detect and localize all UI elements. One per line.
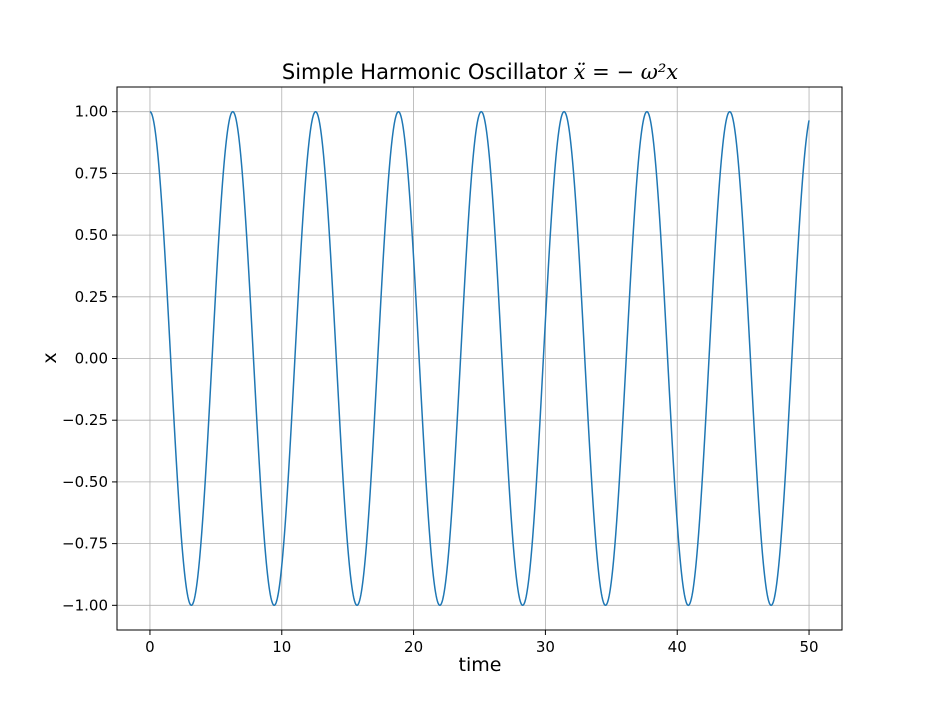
grid-lines bbox=[117, 87, 842, 630]
y-tick-label: −0.25 bbox=[62, 411, 108, 429]
y-tick-label: −0.50 bbox=[62, 473, 108, 491]
y-tick-label: 0.00 bbox=[75, 350, 108, 368]
y-tick-label: −1.00 bbox=[62, 596, 108, 614]
chart-title: Simple Harmonic Oscillator ẍ = − ω²x bbox=[282, 60, 678, 84]
y-tick-label: −0.75 bbox=[62, 535, 108, 553]
y-tick-label: 0.50 bbox=[75, 226, 108, 244]
chart-title-equation: ẍ = − ω²x bbox=[574, 60, 679, 84]
y-tick-label: 0.25 bbox=[75, 288, 108, 306]
x-tick-label: 30 bbox=[536, 638, 555, 656]
x-axis-label: time bbox=[459, 654, 502, 676]
series-layer bbox=[149, 110, 810, 607]
chart-title-text: Simple Harmonic Oscillator bbox=[282, 60, 574, 84]
x-tick-label: 0 bbox=[145, 638, 155, 656]
x-tick-label: 40 bbox=[668, 638, 687, 656]
y-tick-label: 0.75 bbox=[75, 164, 108, 182]
y-tick-label: 1.00 bbox=[75, 103, 108, 121]
x-tick-label: 20 bbox=[404, 638, 423, 656]
series-line bbox=[149, 110, 810, 607]
tick-marks bbox=[112, 111, 810, 635]
tick-labels: 0 10 20 30 40 50 1.00 0.75 0.50 0.25 0.00 −0.25 −0.5… bbox=[62, 103, 819, 656]
x-tick-label: 10 bbox=[272, 638, 291, 656]
y-axis-label: x bbox=[39, 352, 61, 363]
x-tick-label: 50 bbox=[799, 638, 818, 656]
